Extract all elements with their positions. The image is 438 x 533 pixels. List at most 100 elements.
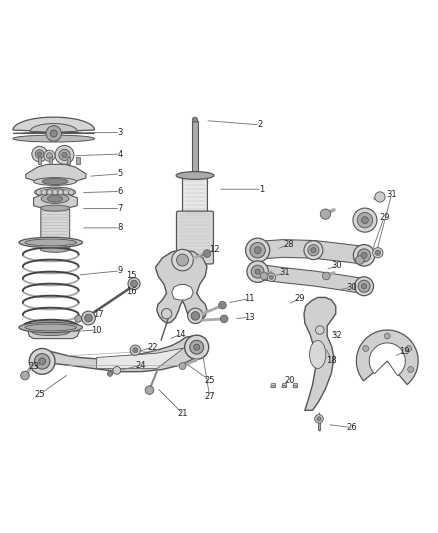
Circle shape xyxy=(375,192,385,202)
Circle shape xyxy=(172,249,193,271)
Ellipse shape xyxy=(271,385,275,388)
Circle shape xyxy=(179,362,186,369)
Text: 14: 14 xyxy=(175,330,186,339)
Circle shape xyxy=(44,150,55,161)
Text: 31: 31 xyxy=(279,269,290,278)
Circle shape xyxy=(353,208,377,232)
Bar xyxy=(77,157,80,164)
Text: 18: 18 xyxy=(326,356,337,365)
Circle shape xyxy=(384,333,390,339)
Circle shape xyxy=(35,150,44,158)
Circle shape xyxy=(355,277,374,296)
Text: 27: 27 xyxy=(204,392,215,401)
Bar xyxy=(38,157,41,164)
Polygon shape xyxy=(155,250,207,323)
Bar xyxy=(293,383,297,386)
Bar xyxy=(67,157,71,164)
Text: 16: 16 xyxy=(126,287,136,296)
Circle shape xyxy=(373,248,383,258)
Circle shape xyxy=(254,247,261,254)
Circle shape xyxy=(361,217,368,223)
Circle shape xyxy=(408,367,413,373)
Bar xyxy=(318,418,320,431)
Text: 17: 17 xyxy=(93,310,103,319)
Circle shape xyxy=(35,353,50,369)
Bar xyxy=(282,383,286,386)
Polygon shape xyxy=(38,336,203,372)
Circle shape xyxy=(308,245,319,256)
Polygon shape xyxy=(304,297,336,410)
Circle shape xyxy=(85,314,92,322)
Circle shape xyxy=(191,312,200,320)
Circle shape xyxy=(162,309,172,319)
Text: 12: 12 xyxy=(209,245,220,254)
Text: 8: 8 xyxy=(117,223,123,232)
Circle shape xyxy=(192,117,198,122)
Ellipse shape xyxy=(40,205,70,211)
FancyBboxPatch shape xyxy=(177,211,213,264)
Ellipse shape xyxy=(176,172,214,180)
Text: 11: 11 xyxy=(244,294,254,303)
FancyBboxPatch shape xyxy=(183,174,208,216)
Text: 4: 4 xyxy=(118,150,123,158)
Text: 15: 15 xyxy=(126,271,136,280)
Ellipse shape xyxy=(47,195,63,202)
Circle shape xyxy=(220,315,228,322)
Circle shape xyxy=(247,261,268,282)
Text: 32: 32 xyxy=(332,330,343,340)
Text: 21: 21 xyxy=(177,409,188,418)
Ellipse shape xyxy=(41,194,69,204)
Circle shape xyxy=(58,190,63,195)
Circle shape xyxy=(29,349,55,374)
Ellipse shape xyxy=(13,135,95,142)
Polygon shape xyxy=(97,348,184,369)
Circle shape xyxy=(311,248,316,253)
Circle shape xyxy=(36,190,41,195)
Text: 6: 6 xyxy=(117,187,123,196)
Text: 10: 10 xyxy=(92,326,102,335)
Circle shape xyxy=(356,256,364,264)
Circle shape xyxy=(46,153,53,159)
Wedge shape xyxy=(369,343,405,376)
Circle shape xyxy=(219,301,226,309)
Circle shape xyxy=(267,273,276,281)
Circle shape xyxy=(128,278,140,289)
Ellipse shape xyxy=(35,187,75,197)
Ellipse shape xyxy=(25,324,77,331)
Ellipse shape xyxy=(25,239,77,246)
Circle shape xyxy=(145,386,154,394)
Text: 28: 28 xyxy=(283,240,294,249)
Circle shape xyxy=(190,341,204,354)
Circle shape xyxy=(75,316,81,322)
Circle shape xyxy=(177,254,188,266)
Circle shape xyxy=(59,149,70,160)
Text: 30: 30 xyxy=(332,261,343,270)
Polygon shape xyxy=(13,117,95,133)
Circle shape xyxy=(353,245,375,266)
Circle shape xyxy=(304,241,323,260)
Circle shape xyxy=(260,272,268,280)
Text: 19: 19 xyxy=(399,347,410,356)
Ellipse shape xyxy=(34,177,77,185)
Circle shape xyxy=(322,272,330,280)
Bar xyxy=(192,120,198,176)
Bar xyxy=(271,383,275,386)
Ellipse shape xyxy=(310,341,326,368)
Ellipse shape xyxy=(42,179,68,184)
Circle shape xyxy=(64,190,68,195)
Text: 25: 25 xyxy=(204,376,215,385)
Text: 7: 7 xyxy=(117,204,123,213)
Text: 22: 22 xyxy=(147,343,158,352)
Circle shape xyxy=(251,265,264,278)
Ellipse shape xyxy=(32,328,70,336)
Circle shape xyxy=(320,209,331,219)
Circle shape xyxy=(358,249,371,262)
Text: 23: 23 xyxy=(28,361,39,370)
Circle shape xyxy=(37,152,42,156)
Polygon shape xyxy=(41,206,70,251)
Text: 26: 26 xyxy=(346,423,357,432)
Circle shape xyxy=(53,190,58,195)
Circle shape xyxy=(361,252,367,259)
Circle shape xyxy=(50,130,57,137)
Circle shape xyxy=(113,367,121,374)
